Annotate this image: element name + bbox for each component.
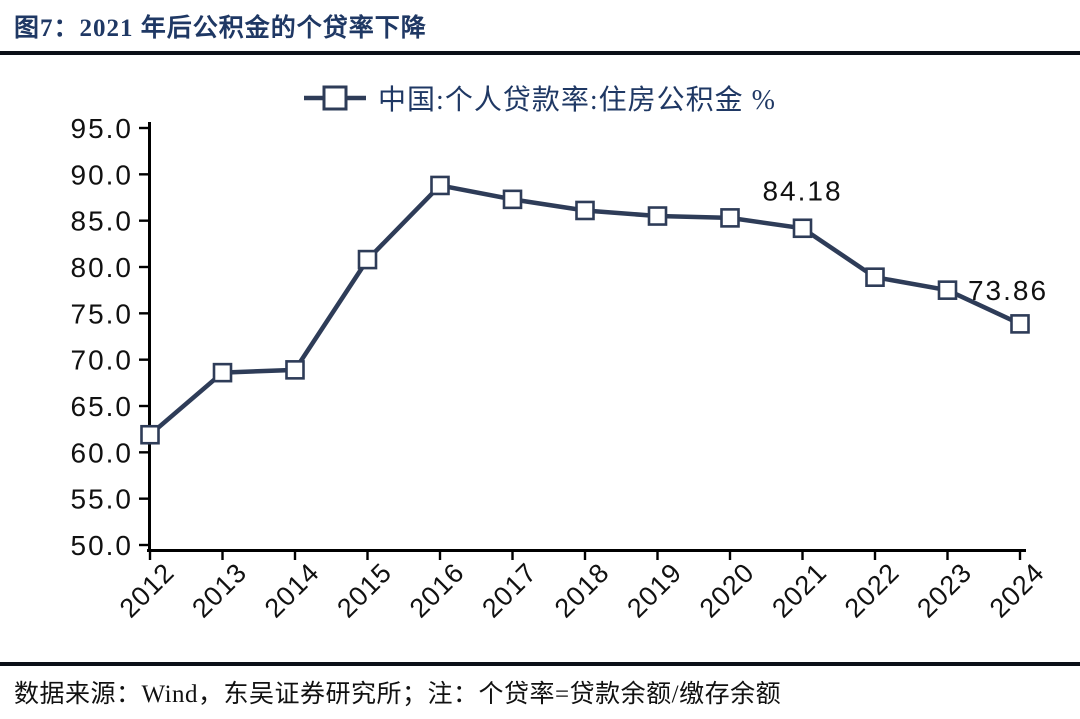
x-tick-label: 2023 xyxy=(911,557,978,624)
x-tick-label: 2024 xyxy=(984,557,1051,624)
x-tick-label: 2014 xyxy=(259,557,326,624)
y-tick-label: 70.0 xyxy=(71,345,134,376)
y-tick-label: 90.0 xyxy=(71,159,134,190)
data-point-2019 xyxy=(647,206,668,226)
y-tick-label: 65.0 xyxy=(71,391,134,422)
chart-legend: 中国:个人贷款率:住房公积金 % xyxy=(0,78,1080,118)
data-point-2013 xyxy=(212,362,233,383)
legend-label: 中国:个人贷款率:住房公积金 % xyxy=(378,85,776,116)
y-tick-label: 80.0 xyxy=(71,252,134,283)
legend-marker-icon xyxy=(304,85,367,111)
y-tick-label: 50.0 xyxy=(71,530,134,561)
data-point-2020 xyxy=(720,208,740,228)
x-axis-ticks: 2012 2013 2014 2015 2016 2017 2018 2019 2020 2021… xyxy=(114,550,1051,624)
data-label-2024: 73.86 xyxy=(968,275,1048,306)
series-line xyxy=(148,183,1021,437)
x-tick-label: 2022 xyxy=(839,557,906,624)
y-tick-label: 85.0 xyxy=(71,206,134,237)
y-tick-label: 60.0 xyxy=(71,437,134,468)
data-point-2023 xyxy=(937,280,958,300)
x-tick-label: 2015 xyxy=(331,557,398,624)
x-tick-label: 2017 xyxy=(476,557,543,624)
footer-divider xyxy=(0,662,1080,666)
data-point-2017 xyxy=(502,189,523,210)
data-point-2024 xyxy=(1010,314,1030,334)
x-tick-label: 2021 xyxy=(766,557,833,624)
data-point-2015 xyxy=(357,249,378,270)
y-tick-label: 75.0 xyxy=(71,298,134,329)
data-point-2012 xyxy=(140,424,160,445)
data-point-2014 xyxy=(285,360,305,380)
data-label-2021: 84.18 xyxy=(762,175,842,206)
x-tick-label: 2020 xyxy=(694,557,761,624)
data-point-2022 xyxy=(865,267,885,287)
source-note: 数据来源：Wind，东吴证券研究所；注：个贷率=贷款余额/缴存余额 xyxy=(14,681,782,708)
y-tick-label: 95.0 xyxy=(71,113,134,144)
figure-title: 图7：2021 年后公积金的个贷率下降 xyxy=(14,15,427,42)
data-point-2018 xyxy=(575,200,595,221)
title-divider xyxy=(0,51,1080,55)
x-tick-label: 2018 xyxy=(549,557,616,624)
data-point-2021 xyxy=(792,218,813,239)
series-markers xyxy=(140,175,1030,445)
x-tick-label: 2013 xyxy=(186,557,253,624)
x-tick-label: 2012 xyxy=(114,557,181,624)
y-tick-label: 55.0 xyxy=(71,484,134,515)
x-tick-label: 2019 xyxy=(621,557,688,624)
y-axis-ticks: 50.0 55.0 60.0 65.0 70.0 75.0 80.0 85.0 90.0 95.0 xyxy=(71,113,150,561)
x-tick-label: 2016 xyxy=(404,557,471,624)
data-point-2016 xyxy=(430,175,450,196)
